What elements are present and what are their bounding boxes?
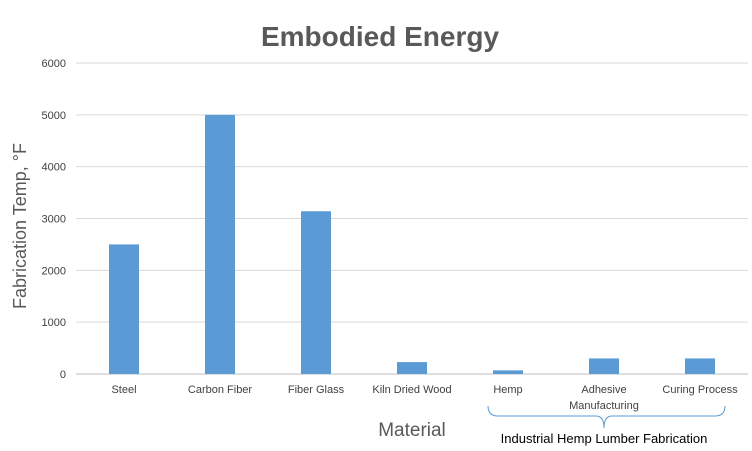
x-axis-label: Material (378, 420, 446, 441)
bar (685, 358, 715, 374)
bar (493, 370, 523, 374)
x-tick-label: Steel (111, 384, 136, 396)
y-tick-label: 4000 (42, 162, 66, 174)
bars (109, 114, 715, 374)
y-tick-label: 5000 (42, 110, 66, 122)
bar (301, 211, 331, 374)
y-tick-label: 0 (60, 369, 66, 381)
x-tick-label: Fiber Glass (288, 384, 345, 396)
x-tick-label: Adhesive (581, 384, 626, 396)
x-axis-ticks: Steel Carbon Fiber Fiber Glass Kiln Dried W… (111, 384, 738, 412)
bar (397, 362, 427, 374)
y-axis-ticks: 0 1000 2000 3000 4000 5000 6000 (42, 58, 66, 381)
x-tick-label: Carbon Fiber (188, 384, 253, 396)
gridlines (76, 62, 748, 375)
y-axis-label: Fabrication Temp, °F (10, 143, 30, 309)
y-tick-label: 1000 (42, 317, 66, 329)
bar (109, 244, 139, 374)
y-tick-label: 2000 (42, 265, 66, 277)
chart-title: Embodied Energy (261, 21, 499, 52)
y-tick-label: 6000 (42, 58, 66, 70)
x-tick-label: Curing Process (662, 384, 738, 396)
x-tick-label: Manufacturing (569, 400, 639, 412)
y-tick-label: 3000 (42, 214, 66, 226)
x-tick-label: Hemp (493, 384, 522, 396)
group-annotation-label: Industrial Hemp Lumber Fabrication (501, 431, 708, 446)
bar (589, 358, 619, 374)
bar (205, 114, 235, 374)
x-tick-label: Kiln Dried Wood (372, 384, 451, 396)
group-annotation: Industrial Hemp Lumber Fabrication (487, 405, 726, 446)
group-bracket (487, 405, 726, 429)
